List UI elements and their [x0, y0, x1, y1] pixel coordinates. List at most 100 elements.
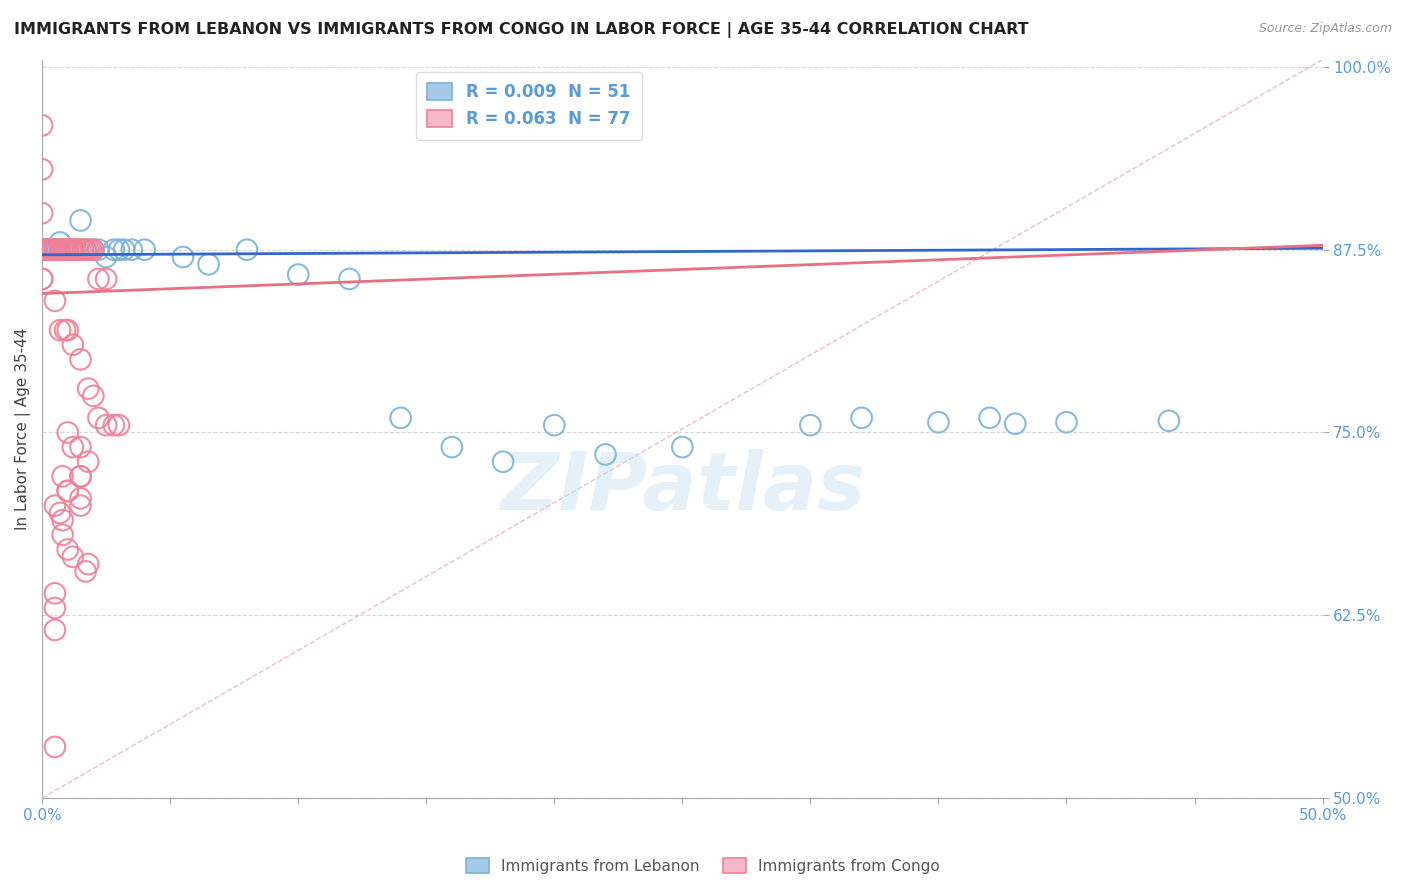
- Point: [38, 243, 60, 257]
- Point: [134, 243, 156, 257]
- Point: [53, 323, 76, 337]
- Point: [31, 206, 53, 220]
- Point: [44, 243, 66, 257]
- Point: [287, 268, 309, 282]
- Point: [103, 418, 125, 433]
- Point: [31, 243, 53, 257]
- Point: [31, 272, 53, 286]
- Point: [121, 243, 143, 257]
- Point: [49, 243, 72, 257]
- Point: [38, 243, 60, 257]
- Point: [87, 410, 110, 425]
- Point: [75, 565, 97, 579]
- Point: [56, 243, 79, 257]
- Point: [56, 323, 79, 337]
- Point: [77, 455, 100, 469]
- Text: ZIPatlas: ZIPatlas: [501, 449, 865, 527]
- Point: [94, 418, 117, 433]
- Point: [52, 243, 75, 257]
- Point: [31, 243, 53, 257]
- Point: [339, 272, 361, 286]
- Point: [69, 469, 91, 483]
- Point: [31, 243, 53, 257]
- Point: [31, 243, 53, 257]
- Point: [62, 440, 84, 454]
- Point: [52, 469, 75, 483]
- Point: [979, 410, 1001, 425]
- Point: [31, 243, 53, 257]
- Point: [82, 389, 104, 403]
- Point: [31, 243, 53, 257]
- Point: [31, 243, 53, 257]
- Point: [31, 243, 53, 257]
- Legend: Immigrants from Lebanon, Immigrants from Congo: Immigrants from Lebanon, Immigrants from…: [460, 852, 946, 880]
- Point: [56, 243, 79, 257]
- Point: [52, 243, 75, 257]
- Point: [41, 243, 63, 257]
- Point: [77, 382, 100, 396]
- Point: [69, 491, 91, 506]
- Point: [87, 272, 110, 286]
- Point: [44, 293, 66, 308]
- Point: [31, 243, 53, 257]
- Point: [34, 243, 56, 257]
- Point: [44, 601, 66, 615]
- Point: [31, 243, 53, 257]
- Point: [56, 243, 79, 257]
- Point: [108, 243, 131, 257]
- Point: [34, 243, 56, 257]
- Point: [31, 243, 53, 257]
- Point: [80, 243, 103, 257]
- Point: [49, 506, 72, 520]
- Point: [87, 243, 110, 257]
- Point: [69, 469, 91, 483]
- Point: [62, 337, 84, 351]
- Point: [31, 243, 53, 257]
- Point: [799, 418, 821, 433]
- Point: [197, 257, 219, 271]
- Point: [46, 243, 69, 257]
- Point: [62, 549, 84, 564]
- Point: [65, 243, 87, 257]
- Point: [46, 243, 69, 257]
- Point: [31, 119, 53, 133]
- Point: [69, 213, 91, 227]
- Point: [75, 243, 97, 257]
- Point: [108, 418, 131, 433]
- Point: [59, 243, 82, 257]
- Point: [112, 243, 135, 257]
- Point: [1004, 417, 1026, 431]
- Point: [44, 586, 66, 600]
- Point: [172, 250, 194, 264]
- Point: [52, 513, 75, 527]
- Point: [46, 243, 69, 257]
- Point: [94, 272, 117, 286]
- Point: [41, 243, 63, 257]
- Point: [62, 243, 84, 257]
- Point: [440, 440, 463, 454]
- Point: [65, 243, 87, 257]
- Point: [37, 243, 59, 257]
- Point: [236, 243, 259, 257]
- Point: [75, 243, 97, 257]
- Y-axis label: In Labor Force | Age 35-44: In Labor Force | Age 35-44: [15, 327, 31, 530]
- Point: [69, 440, 91, 454]
- Point: [53, 243, 76, 257]
- Point: [103, 243, 125, 257]
- Point: [44, 243, 66, 257]
- Point: [44, 243, 66, 257]
- Point: [56, 483, 79, 498]
- Point: [927, 415, 949, 429]
- Point: [52, 528, 75, 542]
- Point: [31, 162, 53, 177]
- Text: Source: ZipAtlas.com: Source: ZipAtlas.com: [1258, 22, 1392, 36]
- Point: [94, 250, 117, 264]
- Point: [492, 455, 515, 469]
- Point: [31, 243, 53, 257]
- Point: [56, 483, 79, 498]
- Point: [44, 739, 66, 754]
- Point: [44, 623, 66, 637]
- Point: [37, 243, 59, 257]
- Point: [69, 352, 91, 367]
- Point: [77, 243, 100, 257]
